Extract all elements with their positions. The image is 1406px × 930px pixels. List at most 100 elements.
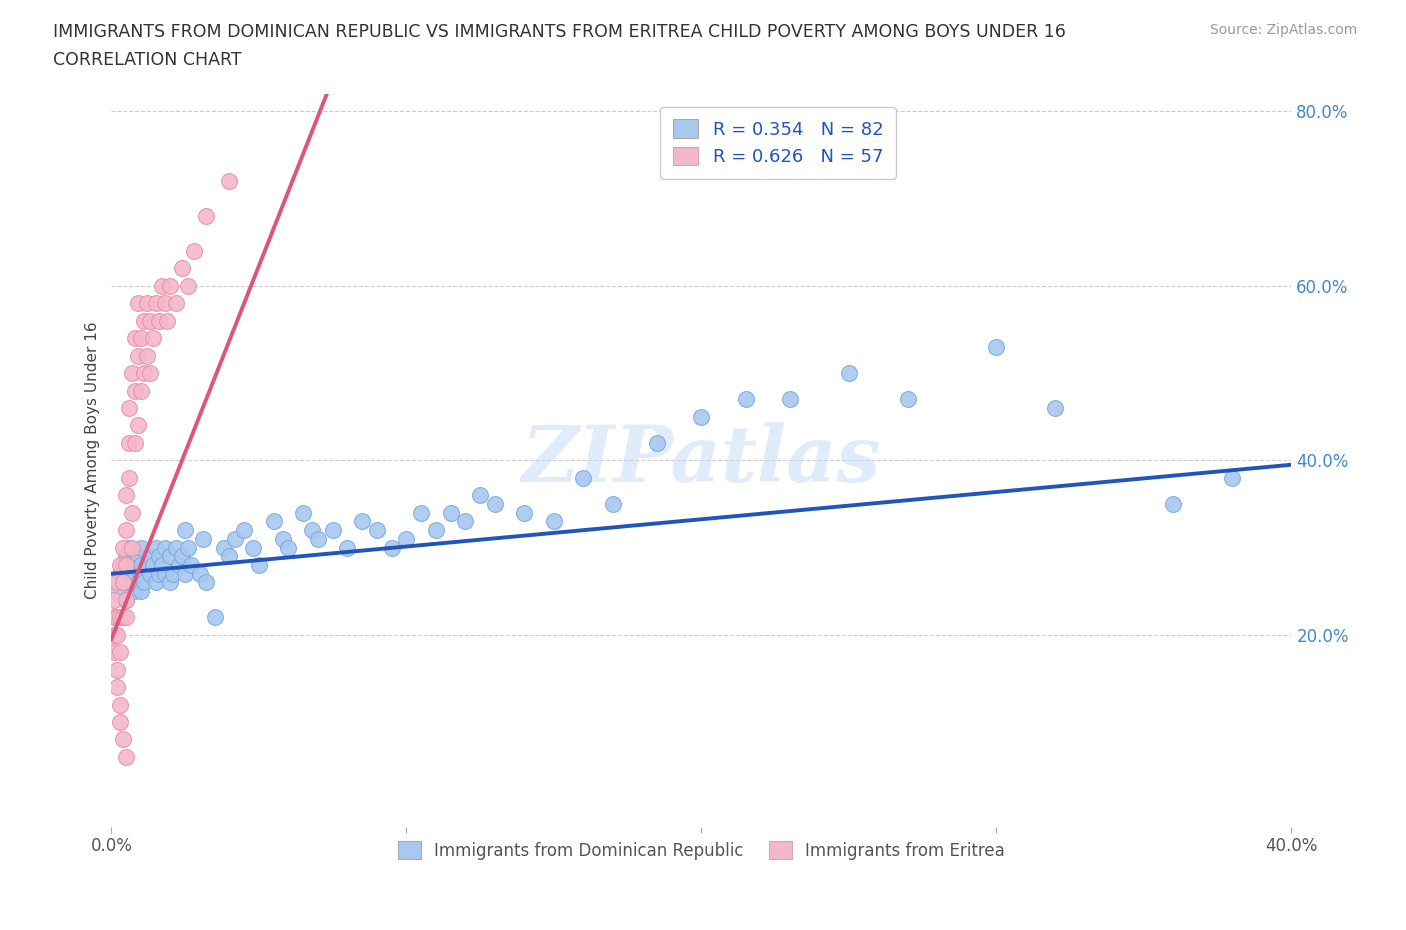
- Point: [150, 558, 173, 573]
- Point: [118, 471, 141, 485]
- Point: [156, 313, 179, 328]
- Point: [148, 566, 170, 581]
- Point: [484, 497, 506, 512]
- Point: [110, 698, 132, 712]
- Text: Source: ZipAtlas.com: Source: ZipAtlas.com: [1209, 23, 1357, 37]
- Point: [734, 392, 756, 406]
- Point: [242, 540, 264, 555]
- Point: [167, 558, 190, 573]
- Point: [139, 566, 162, 581]
- Point: [115, 488, 138, 503]
- Point: [174, 566, 197, 581]
- Point: [165, 296, 187, 311]
- Point: [425, 523, 447, 538]
- Point: [124, 566, 146, 581]
- Point: [218, 174, 240, 189]
- Point: [115, 610, 138, 625]
- Point: [127, 418, 149, 433]
- Legend: Immigrants from Dominican Republic, Immigrants from Eritrea: Immigrants from Dominican Republic, Immi…: [388, 831, 1015, 870]
- Point: [145, 296, 167, 311]
- Point: [121, 575, 143, 590]
- Point: [129, 331, 152, 346]
- Point: [110, 644, 132, 659]
- Point: [105, 610, 128, 625]
- Point: [172, 549, 194, 564]
- Point: [271, 531, 294, 546]
- Point: [129, 558, 152, 573]
- Point: [165, 540, 187, 555]
- Point: [645, 435, 668, 450]
- Point: [352, 514, 374, 529]
- Point: [602, 497, 624, 512]
- Point: [115, 549, 138, 564]
- Point: [145, 540, 167, 555]
- Point: [838, 365, 860, 380]
- Point: [188, 566, 211, 581]
- Point: [135, 558, 157, 573]
- Point: [779, 392, 801, 406]
- Point: [159, 549, 181, 564]
- Point: [395, 531, 418, 546]
- Point: [105, 662, 128, 677]
- Point: [110, 566, 132, 581]
- Point: [112, 610, 135, 625]
- Point: [381, 540, 404, 555]
- Point: [247, 558, 270, 573]
- Point: [470, 488, 492, 503]
- Y-axis label: Child Poverty Among Boys Under 16: Child Poverty Among Boys Under 16: [86, 322, 100, 599]
- Point: [127, 348, 149, 363]
- Text: IMMIGRANTS FROM DOMINICAN REPUBLIC VS IMMIGRANTS FROM ERITREA CHILD POVERTY AMON: IMMIGRANTS FROM DOMINICAN REPUBLIC VS IM…: [53, 23, 1066, 41]
- Point: [112, 558, 135, 573]
- Point: [177, 540, 200, 555]
- Point: [129, 540, 152, 555]
- Point: [233, 523, 256, 538]
- Point: [153, 540, 176, 555]
- Point: [177, 278, 200, 293]
- Point: [115, 575, 138, 590]
- Point: [118, 566, 141, 581]
- Point: [277, 540, 299, 555]
- Point: [159, 575, 181, 590]
- Point: [129, 584, 152, 599]
- Point: [103, 592, 125, 607]
- Point: [132, 313, 155, 328]
- Point: [105, 628, 128, 643]
- Point: [411, 505, 433, 520]
- Point: [162, 566, 184, 581]
- Point: [115, 750, 138, 764]
- Point: [307, 531, 329, 546]
- Point: [124, 331, 146, 346]
- Point: [1045, 401, 1067, 416]
- Point: [159, 278, 181, 293]
- Point: [112, 540, 135, 555]
- Point: [440, 505, 463, 520]
- Point: [118, 435, 141, 450]
- Point: [218, 549, 240, 564]
- Point: [897, 392, 920, 406]
- Point: [135, 296, 157, 311]
- Point: [153, 296, 176, 311]
- Text: CORRELATION CHART: CORRELATION CHART: [53, 51, 242, 69]
- Point: [180, 558, 202, 573]
- Point: [121, 540, 143, 555]
- Point: [513, 505, 536, 520]
- Point: [103, 610, 125, 625]
- Point: [124, 584, 146, 599]
- Point: [224, 531, 246, 546]
- Point: [690, 409, 713, 424]
- Point: [135, 348, 157, 363]
- Point: [121, 505, 143, 520]
- Point: [204, 610, 226, 625]
- Point: [142, 558, 165, 573]
- Point: [191, 531, 214, 546]
- Point: [105, 575, 128, 590]
- Point: [115, 558, 138, 573]
- Text: ZIPatlas: ZIPatlas: [522, 422, 882, 498]
- Point: [572, 471, 595, 485]
- Point: [454, 514, 477, 529]
- Point: [174, 523, 197, 538]
- Point: [301, 523, 323, 538]
- Point: [129, 383, 152, 398]
- Point: [121, 365, 143, 380]
- Point: [263, 514, 285, 529]
